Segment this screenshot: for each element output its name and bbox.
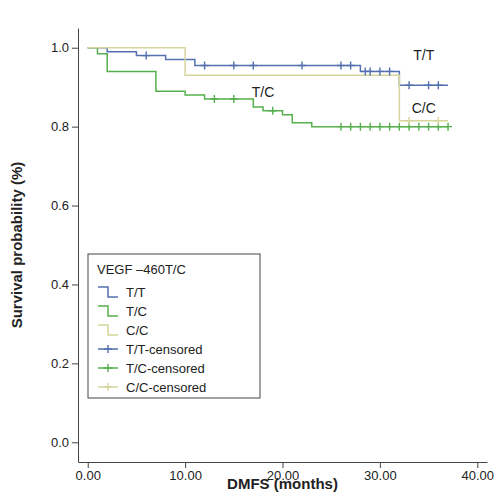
censor-mark <box>405 117 413 125</box>
censor-mark <box>376 123 384 131</box>
axis-line <box>78 29 79 463</box>
tick: 0.4 <box>51 277 78 292</box>
tick-mark <box>72 127 78 128</box>
tick-mark <box>380 462 381 468</box>
tick-label: 30.00 <box>364 468 397 483</box>
censor-mark <box>210 95 218 103</box>
annotation: T/T <box>413 47 434 63</box>
chart: 0.0010.0020.0030.0040.000.00.20.40.60.81… <box>0 0 500 493</box>
censor-mark <box>347 61 355 69</box>
legend: VEGF –460T/C T/T T/C C/C T/T-censored T/C-cen… <box>88 254 260 398</box>
censor-mark <box>269 107 277 115</box>
tick: 40.00 <box>461 462 494 483</box>
tick: 0.8 <box>51 119 78 134</box>
legend-box <box>88 254 260 398</box>
tick: 0.00 <box>76 462 101 483</box>
tick-label: 1.0 <box>51 40 69 55</box>
tick-mark <box>72 442 78 443</box>
censor-mark <box>434 81 442 89</box>
tick-mark <box>88 462 89 468</box>
tick-label: 0.4 <box>51 277 69 292</box>
plot-area <box>88 48 452 131</box>
tick: 1.0 <box>51 40 78 55</box>
censor-mark <box>249 61 257 69</box>
tick-label: 0.00 <box>76 468 101 483</box>
legend-item: C/C <box>98 323 148 338</box>
legend-item: T/T-censored <box>98 342 203 357</box>
tick-label: 0.0 <box>51 435 69 450</box>
censor-mark <box>356 123 364 131</box>
censor-mark <box>230 95 238 103</box>
survival-line <box>88 48 448 85</box>
legend-item: T/C <box>98 304 147 319</box>
legend-swatch <box>104 345 112 353</box>
tick: 0.6 <box>51 198 78 213</box>
y-axis-title: Survival probability (%) <box>8 162 25 329</box>
censor-mark <box>366 123 374 131</box>
tick: 0.0 <box>51 435 78 450</box>
tick-mark <box>72 284 78 285</box>
tick: 0.2 <box>51 356 78 371</box>
censor-mark <box>230 61 238 69</box>
censor-marks <box>142 52 442 90</box>
legend-label: C/C-censored <box>126 380 206 395</box>
tick-mark <box>185 462 186 468</box>
tick-mark <box>477 462 478 468</box>
tick: 10.00 <box>169 462 202 483</box>
survival-line <box>88 48 448 121</box>
y-axis: 0.0 0.2 0.4 0.6 0.8 1.0 <box>51 29 79 463</box>
legend-label: T/C <box>126 304 147 319</box>
censor-mark <box>142 52 150 60</box>
legend-item: T/C-censored <box>98 361 205 376</box>
censor-mark <box>366 67 374 75</box>
legend-title: VEGF –460T/C <box>97 262 186 277</box>
censor-mark <box>405 81 413 89</box>
legend-label: T/T <box>126 285 146 300</box>
legend-item: T/T <box>98 285 146 300</box>
tick-mark <box>283 462 284 468</box>
censor-mark <box>347 123 355 131</box>
legend-swatch <box>104 383 112 391</box>
censor-mark <box>376 67 384 75</box>
legend-label: T/T-censored <box>126 342 203 357</box>
tick-mark <box>72 48 78 49</box>
censor-mark <box>395 123 403 131</box>
legend-swatch <box>98 287 118 297</box>
tick-mark <box>72 363 78 364</box>
censor-marks <box>210 95 452 131</box>
annotation: C/C <box>412 100 436 116</box>
tick-label: 0.6 <box>51 198 69 213</box>
censor-mark <box>425 81 433 89</box>
legend-swatch <box>98 325 118 335</box>
censor-mark <box>415 123 423 131</box>
tick-label: 40.00 <box>461 468 494 483</box>
censor-marks <box>405 117 442 125</box>
censor-mark <box>434 117 442 125</box>
censor-mark <box>337 123 345 131</box>
censor-mark <box>298 61 306 69</box>
legend-label: C/C <box>126 323 148 338</box>
annotation: T/C <box>252 84 275 100</box>
legend-item: C/C-censored <box>98 380 206 395</box>
tick-label: 0.8 <box>51 119 69 134</box>
censor-mark <box>386 123 394 131</box>
legend-swatch <box>98 306 118 316</box>
censor-mark <box>425 123 433 131</box>
censor-mark <box>444 123 452 131</box>
tick-label: 10.00 <box>169 468 202 483</box>
censor-mark <box>337 61 345 69</box>
tick: 30.00 <box>364 462 397 483</box>
tick-label: 0.2 <box>51 356 69 371</box>
legend-swatch <box>104 364 112 372</box>
legend-label: T/C-censored <box>126 361 205 376</box>
survival-line <box>88 48 448 127</box>
tick-mark <box>72 206 78 207</box>
censor-mark <box>386 67 394 75</box>
x-axis-title: DMFS (months) <box>227 475 338 492</box>
censor-mark <box>201 61 209 69</box>
